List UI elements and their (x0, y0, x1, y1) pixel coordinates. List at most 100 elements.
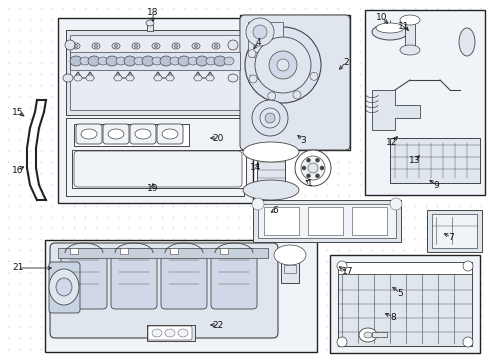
Bar (58, 18, 253, 203)
Text: 14: 14 (250, 162, 262, 171)
Ellipse shape (228, 74, 238, 82)
FancyBboxPatch shape (103, 124, 129, 144)
Bar (405, 20, 415, 50)
FancyBboxPatch shape (61, 249, 107, 309)
Bar (281, 255, 299, 283)
Ellipse shape (337, 261, 347, 271)
Ellipse shape (152, 329, 162, 337)
Bar (330, 255, 480, 353)
Ellipse shape (307, 174, 311, 178)
Ellipse shape (70, 56, 82, 66)
Ellipse shape (170, 57, 180, 65)
FancyBboxPatch shape (111, 249, 157, 309)
Ellipse shape (243, 180, 299, 200)
FancyBboxPatch shape (74, 151, 242, 187)
Bar (45, 240, 317, 352)
Ellipse shape (260, 108, 280, 128)
Ellipse shape (249, 75, 257, 83)
Bar (70, 52, 240, 70)
Bar (308, 207, 343, 235)
Ellipse shape (295, 150, 331, 186)
Ellipse shape (112, 43, 120, 49)
Bar (58, 248, 268, 258)
Ellipse shape (253, 25, 267, 39)
Ellipse shape (252, 198, 264, 210)
Ellipse shape (269, 51, 297, 79)
Ellipse shape (224, 57, 234, 65)
FancyBboxPatch shape (161, 249, 207, 309)
Ellipse shape (320, 166, 324, 170)
Bar (264, 207, 299, 235)
Bar (390, 138, 480, 183)
Bar (220, 248, 228, 254)
Text: 7: 7 (448, 233, 454, 242)
Ellipse shape (376, 23, 404, 33)
Bar (70, 248, 78, 254)
Ellipse shape (108, 129, 124, 139)
Bar (66, 118, 244, 196)
Ellipse shape (134, 57, 144, 65)
Text: 20: 20 (212, 134, 224, 143)
Text: 22: 22 (212, 320, 223, 329)
Ellipse shape (63, 74, 73, 82)
Text: 3: 3 (300, 135, 306, 144)
Bar (240, 15, 350, 150)
Ellipse shape (152, 43, 160, 49)
Bar (70, 35, 240, 110)
Text: 10: 10 (376, 13, 388, 22)
Ellipse shape (115, 45, 118, 48)
Text: 1: 1 (307, 179, 313, 188)
Bar (170, 248, 178, 254)
Ellipse shape (106, 56, 118, 66)
Bar (253, 200, 401, 242)
Ellipse shape (154, 75, 162, 81)
FancyBboxPatch shape (211, 249, 257, 309)
Text: 21: 21 (12, 264, 24, 273)
Ellipse shape (134, 45, 138, 48)
Ellipse shape (132, 43, 140, 49)
Ellipse shape (245, 27, 321, 103)
Ellipse shape (293, 91, 301, 99)
Ellipse shape (372, 24, 408, 40)
Ellipse shape (400, 15, 420, 25)
Bar (372, 332, 387, 337)
Ellipse shape (165, 329, 175, 337)
Ellipse shape (56, 278, 72, 296)
Ellipse shape (308, 163, 318, 173)
Ellipse shape (359, 328, 377, 342)
Ellipse shape (178, 329, 188, 337)
Ellipse shape (92, 43, 100, 49)
Polygon shape (372, 90, 420, 130)
Bar (147, 325, 195, 341)
Text: 2: 2 (343, 58, 349, 67)
Ellipse shape (337, 337, 347, 347)
Ellipse shape (172, 43, 180, 49)
Bar (365, 10, 485, 195)
Ellipse shape (86, 75, 94, 81)
Ellipse shape (178, 56, 190, 66)
Ellipse shape (246, 18, 274, 46)
Text: 15: 15 (12, 108, 24, 117)
Ellipse shape (463, 337, 473, 347)
Ellipse shape (124, 56, 136, 66)
Ellipse shape (364, 332, 372, 338)
Bar (257, 152, 285, 190)
Ellipse shape (192, 43, 200, 49)
Bar (66, 30, 244, 115)
Ellipse shape (88, 56, 100, 66)
FancyBboxPatch shape (49, 262, 80, 313)
Ellipse shape (459, 28, 475, 56)
Bar (432, 214, 477, 248)
Ellipse shape (162, 129, 178, 139)
Ellipse shape (248, 50, 256, 58)
Text: 6: 6 (272, 206, 278, 215)
Ellipse shape (301, 156, 325, 180)
Ellipse shape (188, 57, 198, 65)
Ellipse shape (228, 40, 238, 50)
Ellipse shape (98, 57, 108, 65)
Bar (258, 204, 396, 238)
Ellipse shape (72, 43, 80, 49)
FancyBboxPatch shape (130, 124, 156, 144)
Ellipse shape (81, 129, 97, 139)
Ellipse shape (463, 261, 473, 271)
